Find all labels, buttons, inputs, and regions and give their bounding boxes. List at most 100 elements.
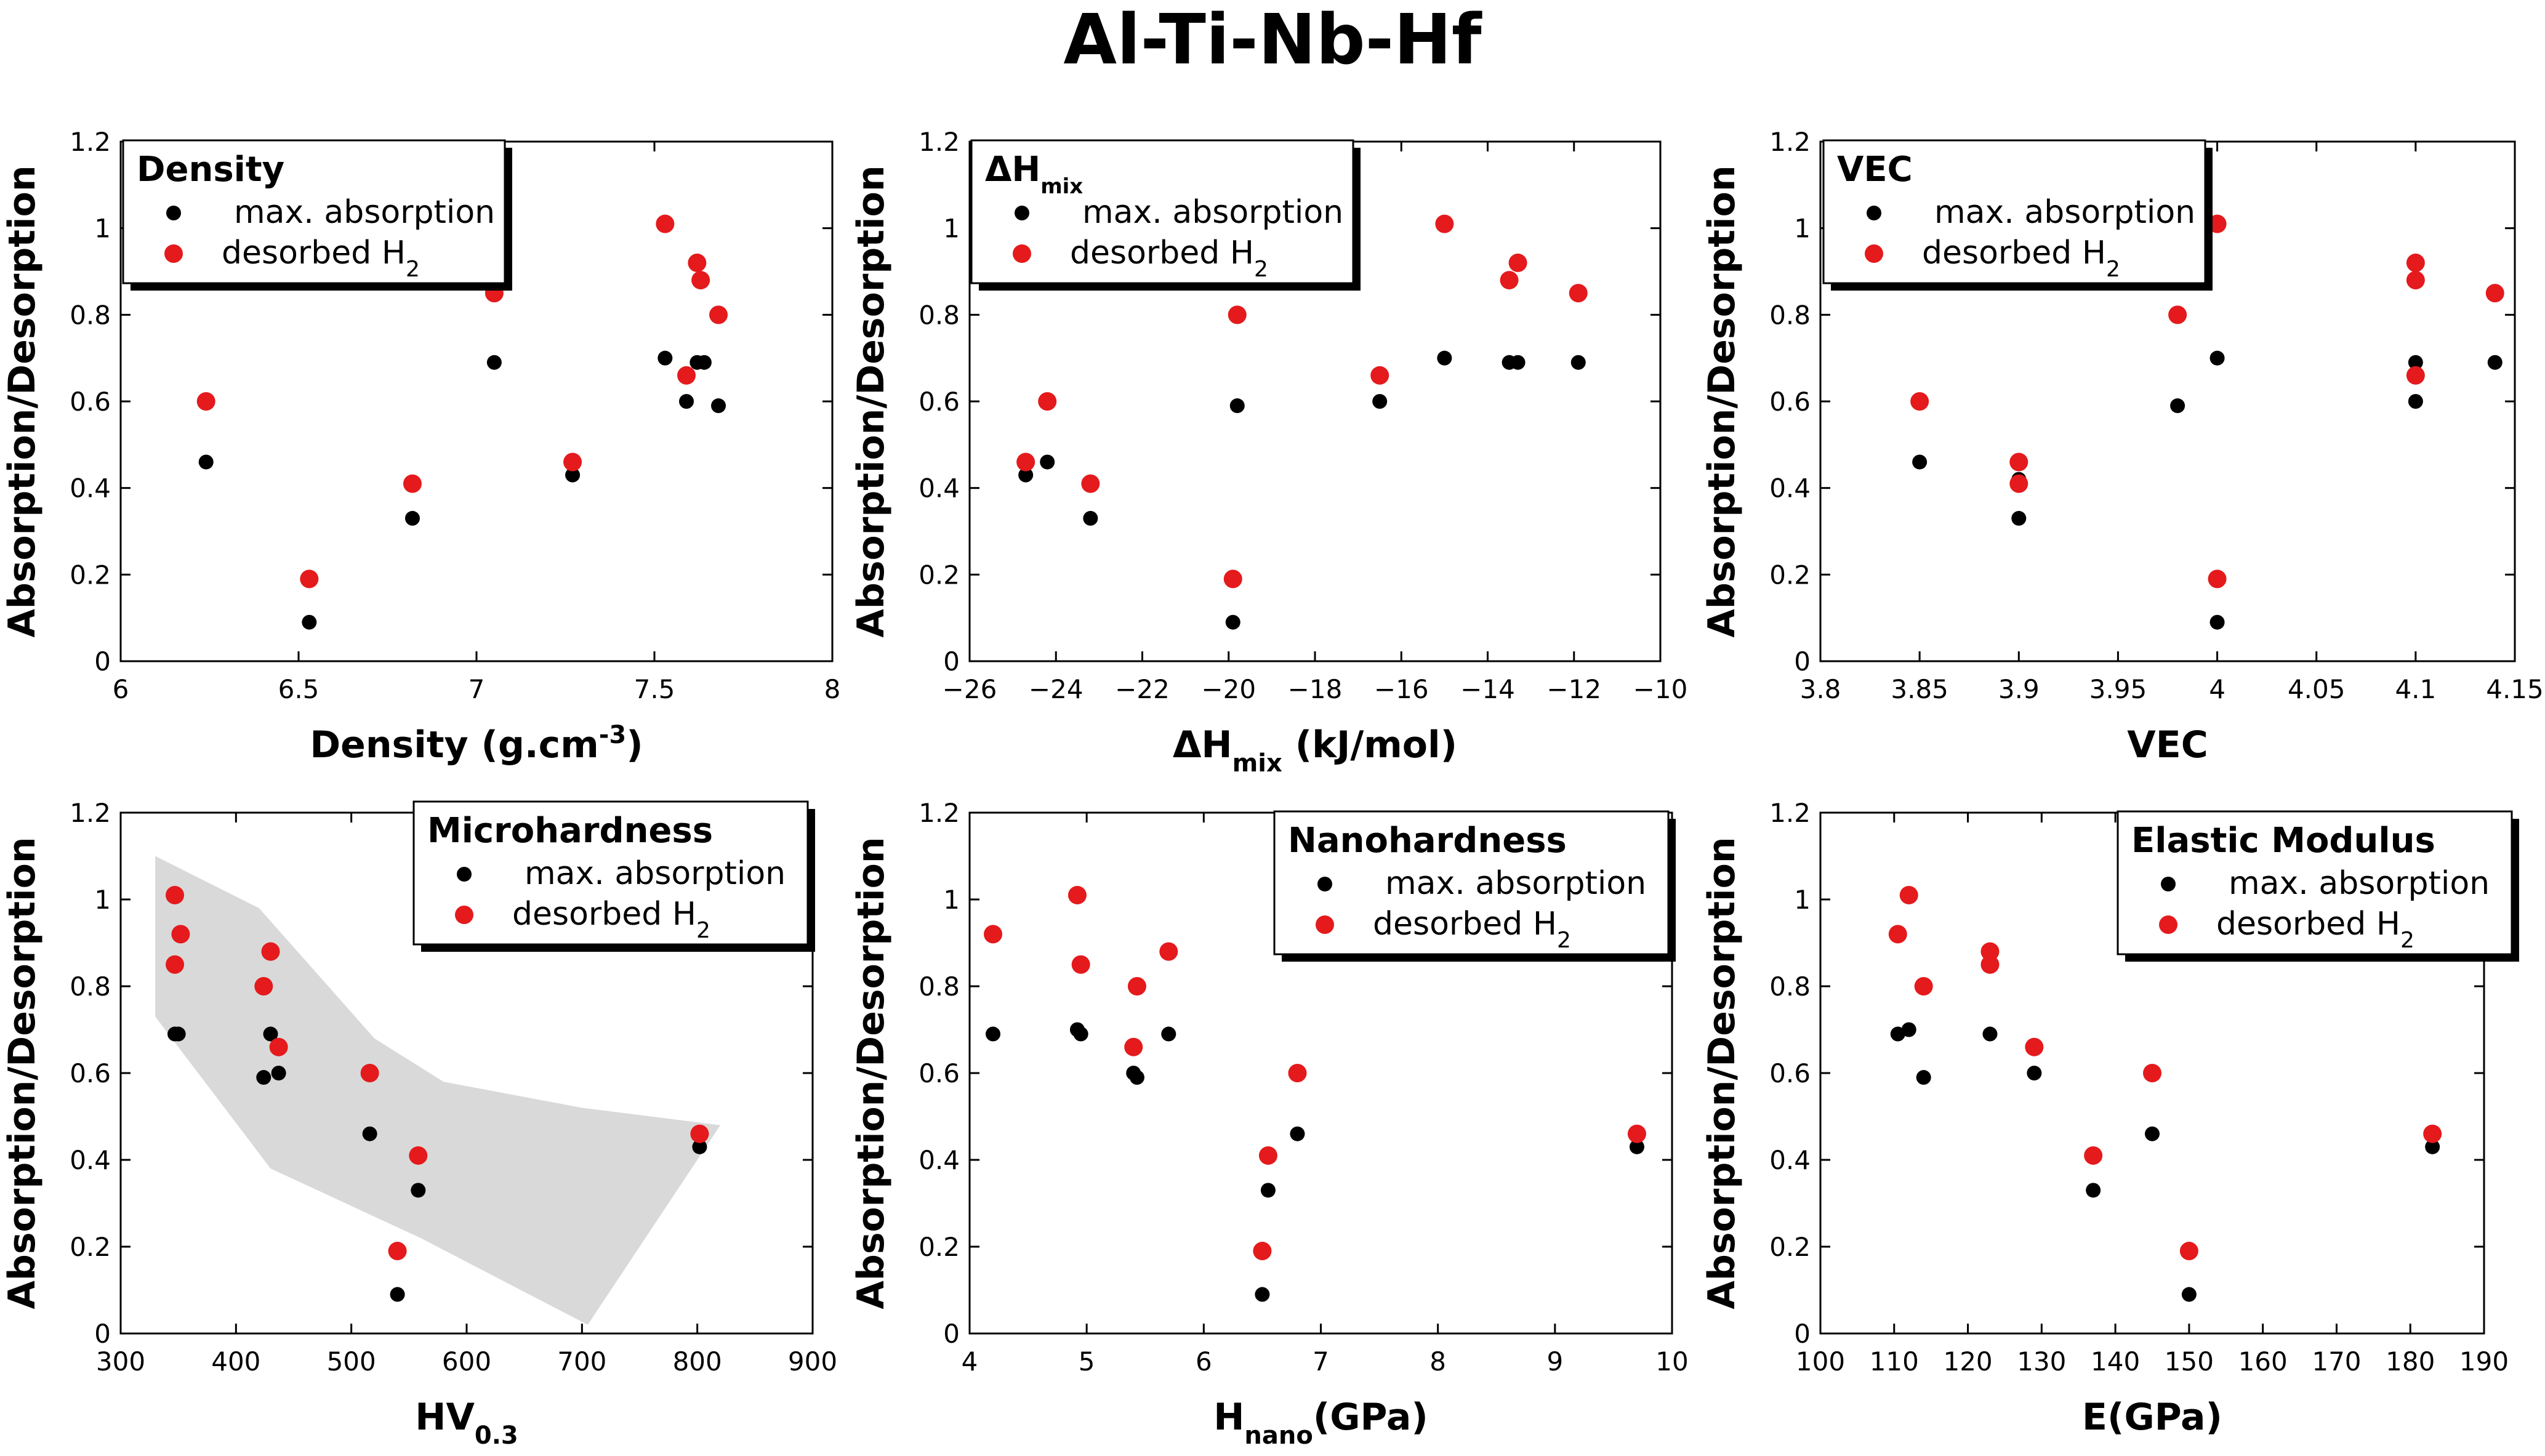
y-tick-label: 1.2 bbox=[919, 127, 960, 157]
legend-title: VEC bbox=[1837, 150, 1913, 190]
des-point bbox=[1569, 284, 1588, 303]
x-tick-label: 8 bbox=[1429, 1346, 1446, 1377]
x-tick-label: 160 bbox=[2238, 1346, 2288, 1377]
y-tick-label: 0.8 bbox=[919, 971, 960, 1002]
legend-des-label: desorbed H2 bbox=[512, 896, 710, 943]
y-tick-label: 0.4 bbox=[1769, 473, 1811, 504]
y-tick-label: 1 bbox=[943, 885, 960, 915]
y-tick-label: 0.2 bbox=[70, 560, 111, 590]
legend-box bbox=[970, 139, 1354, 284]
y-tick-label: 1.2 bbox=[1769, 798, 1811, 828]
abs-point bbox=[986, 1026, 1001, 1042]
legend-des-marker bbox=[1865, 244, 1883, 263]
x-tick-label: 4.15 bbox=[2486, 674, 2544, 704]
abs-point bbox=[1570, 355, 1586, 370]
legend-des-label: desorbed H2 bbox=[1070, 235, 1268, 282]
des-point bbox=[1980, 955, 2000, 974]
y-tick-label: 0.8 bbox=[919, 300, 960, 330]
y-tick-label: 1.2 bbox=[70, 798, 111, 828]
x-tick-label: −26 bbox=[943, 674, 997, 704]
des-point bbox=[1071, 955, 1090, 974]
abs-point bbox=[1982, 1026, 1998, 1042]
abs-point bbox=[1510, 355, 1526, 370]
x-tick-label: 6 bbox=[113, 674, 129, 704]
abs-point bbox=[256, 1070, 271, 1085]
legend-abs-marker bbox=[1317, 877, 1332, 891]
chart-panel-3: 0 0.2 0.4 0.6 0.8 1 1.2 3.8 3.85 3.9 3.95 4 4.05 4.1 4… bbox=[1700, 127, 2544, 766]
chart-panel-1: 0 0.2 0.4 0.6 0.8 1 1.2 6 6.5 7 7.5 8 Absorption/Des… bbox=[1, 127, 840, 766]
des-point bbox=[254, 977, 273, 995]
des-point bbox=[1888, 925, 1907, 944]
des-point bbox=[656, 214, 675, 233]
x-tick-label: −22 bbox=[1115, 674, 1170, 704]
legend-box bbox=[412, 800, 809, 946]
y-tick-label: 0.6 bbox=[70, 387, 111, 417]
y-tick-label: 1 bbox=[943, 214, 960, 244]
legend-title: Elastic Modulus bbox=[2131, 821, 2435, 861]
des-point bbox=[1435, 214, 1454, 233]
x-tick-label: 110 bbox=[1870, 1346, 1919, 1377]
abs-point bbox=[1901, 1022, 1916, 1037]
y-tick-label: 0.8 bbox=[70, 300, 111, 330]
des-point bbox=[709, 305, 728, 324]
abs-point bbox=[2145, 1126, 2160, 1141]
x-tick-label: 4.1 bbox=[2395, 674, 2436, 704]
abs-point bbox=[1912, 454, 1928, 470]
des-point bbox=[2406, 366, 2425, 385]
legend-abs-marker bbox=[1867, 206, 1881, 220]
abs-point bbox=[1083, 510, 1098, 526]
legend-des-label: desorbed H2 bbox=[2216, 906, 2414, 953]
des-point bbox=[1038, 392, 1057, 411]
legend-abs-label: max. absorption bbox=[2229, 865, 2490, 902]
abs-point bbox=[411, 1183, 426, 1198]
y-tick-label: 1 bbox=[94, 214, 111, 244]
legend-box bbox=[122, 139, 506, 284]
abs-point bbox=[692, 1139, 707, 1154]
des-point bbox=[2009, 474, 2028, 493]
abs-point bbox=[1129, 1070, 1144, 1085]
legend-title: ΔHmix bbox=[985, 150, 1083, 199]
y-tick-label: 0.2 bbox=[1769, 1232, 1811, 1262]
legend-abs-marker bbox=[1015, 206, 1029, 220]
des-point bbox=[2084, 1146, 2103, 1165]
des-point bbox=[1288, 1064, 1307, 1082]
y-axis-label: Absorption/Desorption bbox=[850, 837, 893, 1309]
des-point bbox=[688, 253, 707, 272]
x-tick-label: 700 bbox=[557, 1346, 606, 1377]
abs-point bbox=[2408, 355, 2423, 370]
y-tick-label: 0.6 bbox=[1769, 387, 1811, 417]
abs-point bbox=[2170, 398, 2185, 414]
y-tick-label: 0.2 bbox=[919, 1232, 960, 1262]
abs-point bbox=[171, 1026, 186, 1042]
legend-des-marker bbox=[2159, 915, 2177, 934]
x-axis-label: E(GPa) bbox=[2082, 1396, 2222, 1439]
des-point bbox=[1159, 942, 1178, 961]
legend-abs-label: max. absorption bbox=[234, 194, 495, 231]
y-tick-label: 0.4 bbox=[70, 473, 111, 504]
des-point bbox=[1067, 885, 1087, 904]
des-point bbox=[166, 955, 185, 974]
des-point bbox=[2179, 1242, 2198, 1261]
legend-abs-label: max. absorption bbox=[1934, 194, 2195, 231]
des-point bbox=[2168, 305, 2187, 324]
x-tick-label: −12 bbox=[1546, 674, 1601, 704]
des-point bbox=[1258, 1146, 1277, 1165]
x-tick-label: 7.5 bbox=[634, 674, 675, 704]
legend-des-label: desorbed H2 bbox=[1922, 235, 2120, 282]
y-tick-label: 0.2 bbox=[70, 1232, 111, 1262]
y-tick-label: 0.8 bbox=[1769, 300, 1811, 330]
x-tick-label: 3.8 bbox=[1800, 674, 1841, 704]
x-axis-label-sub: mix bbox=[1232, 749, 1282, 778]
y-tick-label: 0 bbox=[943, 1319, 960, 1349]
y-tick-label: 0.4 bbox=[70, 1145, 111, 1175]
legend-title: Microhardness bbox=[427, 811, 713, 851]
legend-box bbox=[1273, 810, 1670, 955]
y-axis-label: Absorption/Desorption bbox=[850, 165, 893, 637]
y-tick-label: 0 bbox=[1794, 1319, 1811, 1349]
abs-point bbox=[2181, 1287, 2197, 1302]
abs-point bbox=[198, 454, 214, 470]
y-tick-label: 0.6 bbox=[919, 1058, 960, 1088]
des-point bbox=[1500, 271, 1519, 290]
chart-panel-2: 0 0.2 0.4 0.6 0.8 1 1.2 −26 −24 −22 −20 −18 −16 −14 −1… bbox=[850, 127, 1687, 778]
